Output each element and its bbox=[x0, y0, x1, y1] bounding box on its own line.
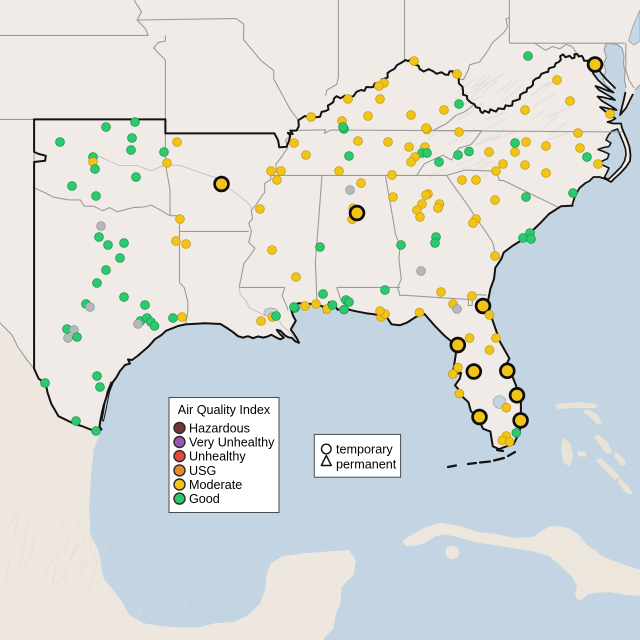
svg-text:Moderate: Moderate bbox=[189, 478, 242, 492]
svg-text:Air Quality Index: Air Quality Index bbox=[178, 403, 271, 417]
svg-text:Very Unhealthy: Very Unhealthy bbox=[189, 436, 275, 450]
svg-text:USG: USG bbox=[189, 464, 216, 478]
svg-text:Hazardous: Hazardous bbox=[189, 421, 250, 435]
svg-text:Good: Good bbox=[189, 492, 220, 506]
svg-text:permanent: permanent bbox=[336, 458, 397, 472]
svg-text:Unhealthy: Unhealthy bbox=[189, 450, 246, 464]
svg-text:temporary: temporary bbox=[336, 443, 393, 457]
